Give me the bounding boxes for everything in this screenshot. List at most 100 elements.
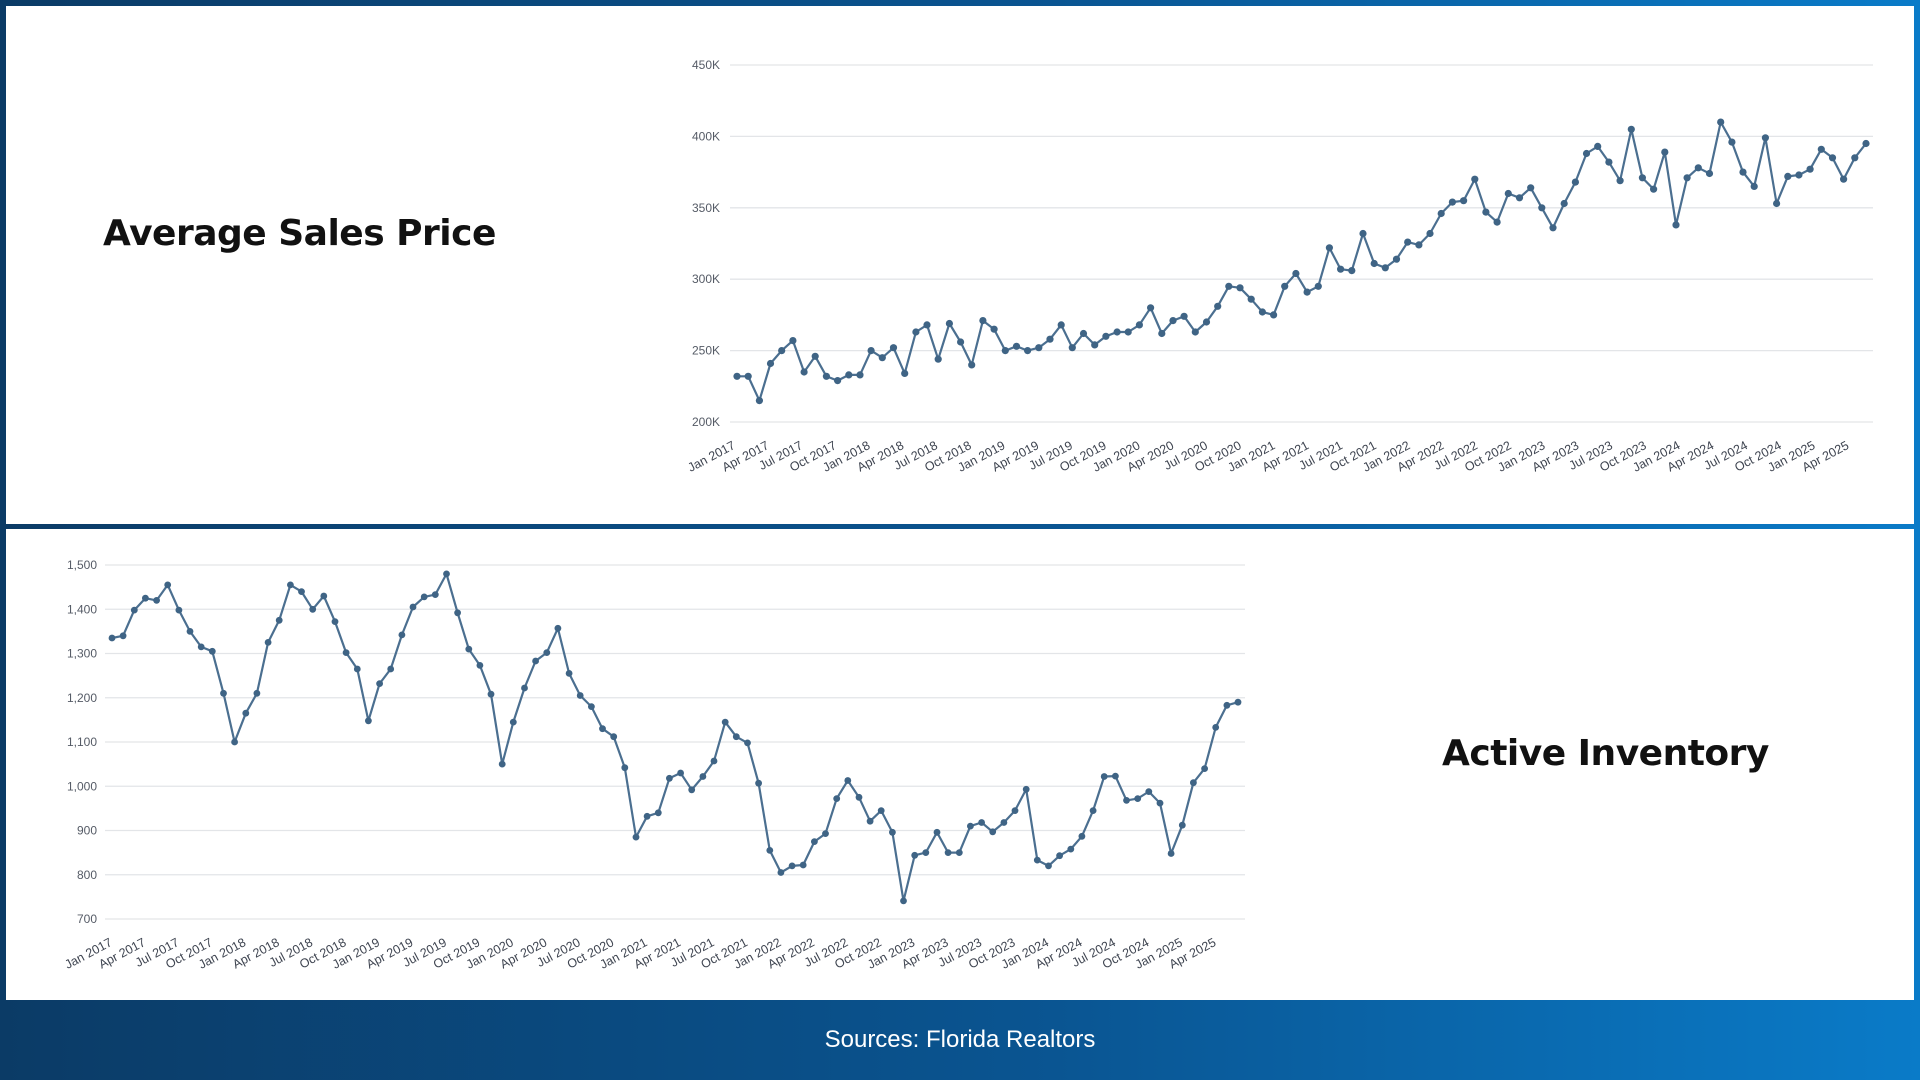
data-point <box>1862 139 1870 148</box>
data-point <box>1001 347 1009 355</box>
y-tick-label: 1,200 <box>67 691 97 705</box>
data-point <box>867 347 875 355</box>
data-point <box>677 769 684 777</box>
data-point <box>1325 244 1333 252</box>
data-point <box>834 377 842 385</box>
data-point <box>811 352 819 360</box>
y-tick-label: 350K <box>692 201 720 215</box>
data-point <box>1616 177 1624 185</box>
data-point <box>710 757 718 765</box>
data-point <box>376 680 383 687</box>
data-point <box>1571 178 1579 186</box>
data-point <box>309 605 317 613</box>
data-point <box>666 774 673 782</box>
data-point <box>1124 328 1132 336</box>
data-point <box>1112 772 1119 780</box>
data-point <box>1113 328 1121 336</box>
data-point <box>1560 199 1568 208</box>
data-point <box>220 689 227 697</box>
data-point <box>755 779 762 787</box>
data-point <box>1057 321 1065 329</box>
data-point <box>576 692 584 699</box>
data-point <box>287 581 294 589</box>
data-point <box>1178 821 1186 829</box>
y-tick-label: 800 <box>77 868 97 882</box>
data-point <box>1046 335 1054 343</box>
data-point <box>979 317 987 325</box>
data-point <box>1270 311 1278 319</box>
data-point <box>409 603 417 611</box>
data-point <box>1000 819 1008 826</box>
data-point <box>833 795 841 802</box>
data-point <box>153 597 160 604</box>
data-point <box>1089 807 1097 814</box>
data-point <box>342 649 350 656</box>
data-point <box>387 665 395 673</box>
y-tick-label: 250K <box>692 344 720 358</box>
data-point <box>654 809 662 817</box>
data-point <box>1728 138 1736 146</box>
data-point <box>878 354 886 362</box>
data-point <box>1381 264 1389 272</box>
data-point <box>253 689 261 697</box>
data-point <box>186 628 194 635</box>
data-point <box>1538 204 1546 212</box>
data-point <box>1471 175 1479 183</box>
data-point <box>119 632 127 640</box>
data-point <box>443 570 450 578</box>
data-point <box>1627 125 1635 133</box>
data-point <box>957 338 965 346</box>
data-point <box>968 361 976 369</box>
data-point <box>1605 158 1613 166</box>
y-tick-label: 1,500 <box>67 558 97 572</box>
data-point <box>755 397 763 405</box>
inventory-panel <box>6 529 1914 1000</box>
data-point <box>175 606 183 614</box>
data-point <box>1348 267 1356 275</box>
y-tick-label: 1,000 <box>67 779 97 793</box>
data-point <box>1650 185 1658 193</box>
data-point <box>923 321 931 329</box>
data-point <box>208 647 216 655</box>
data-point <box>164 581 172 589</box>
data-point <box>1079 329 1088 338</box>
data-point <box>1773 199 1781 208</box>
data-point <box>1448 198 1456 206</box>
data-point <box>543 649 551 656</box>
data-point <box>990 325 998 333</box>
data-point <box>1795 171 1803 179</box>
series-line <box>737 120 1867 402</box>
data-point <box>1739 168 1747 176</box>
data-point <box>431 591 439 598</box>
data-point <box>1784 172 1792 180</box>
data-point <box>1515 194 1524 202</box>
data-point <box>889 828 896 836</box>
data-point <box>944 849 952 856</box>
data-point <box>822 372 830 380</box>
data-point <box>610 733 618 741</box>
data-point <box>353 665 361 673</box>
data-point <box>1359 229 1367 238</box>
data-point <box>777 869 785 876</box>
data-point <box>934 355 942 363</box>
data-point <box>1337 265 1345 273</box>
data-point <box>264 639 272 646</box>
data-point <box>1214 302 1222 310</box>
data-point <box>778 347 786 355</box>
data-point <box>643 812 651 820</box>
data-point <box>1549 224 1557 232</box>
data-point <box>1705 169 1714 178</box>
data-point <box>142 594 149 602</box>
data-point <box>1527 184 1535 192</box>
data-point <box>231 738 239 746</box>
data-point <box>1247 295 1255 303</box>
data-point <box>1840 175 1848 183</box>
data-point <box>866 817 874 825</box>
data-point <box>498 760 506 768</box>
data-point <box>588 703 595 710</box>
data-point <box>320 592 328 600</box>
data-point <box>744 372 752 380</box>
data-point <box>989 828 997 836</box>
y-tick-label: 1,400 <box>67 602 97 616</box>
data-point <box>733 372 741 380</box>
